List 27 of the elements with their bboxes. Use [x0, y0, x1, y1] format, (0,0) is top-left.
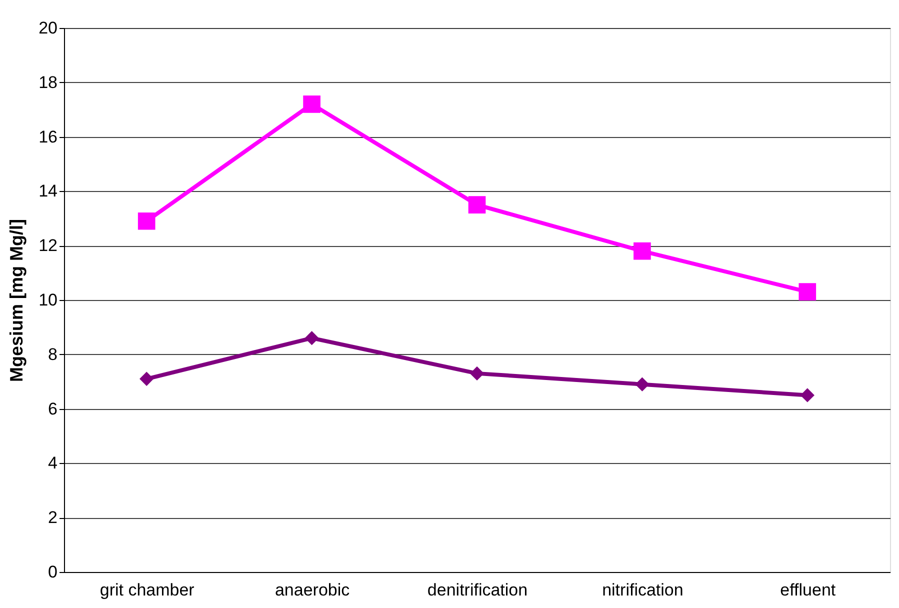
point	[635, 377, 650, 392]
x-tick-label: nitrification	[602, 580, 684, 600]
y-tick-label: 6	[48, 399, 58, 418]
point	[304, 331, 319, 346]
y-tick-label: 18	[38, 72, 58, 92]
y-tick-label: 12	[38, 236, 58, 256]
y-tick-label: 16	[38, 127, 58, 146]
x-tick-label: grit chamber	[100, 580, 195, 600]
point	[798, 283, 816, 300]
point	[470, 366, 484, 381]
y-tick-label: 10	[38, 290, 58, 310]
y-tick-label: 0	[48, 562, 58, 582]
point	[303, 96, 320, 113]
point	[468, 196, 486, 214]
point	[634, 242, 651, 260]
point	[138, 212, 156, 230]
y-tick-label: 14	[38, 182, 58, 201]
y-axis-title: Mgesium [mg Mg/l]	[6, 219, 27, 382]
point	[140, 372, 154, 386]
y-tick-label: 2	[48, 508, 58, 528]
point	[800, 388, 814, 402]
y-tick-label: 4	[48, 454, 58, 473]
x-tick-label: anaerobic	[274, 580, 350, 600]
x-tick-label: denitrification	[427, 580, 528, 600]
y-tick-label: 8	[48, 344, 58, 364]
x-tick-label: effluent	[780, 580, 836, 600]
y-tick-label: 20	[38, 18, 58, 38]
